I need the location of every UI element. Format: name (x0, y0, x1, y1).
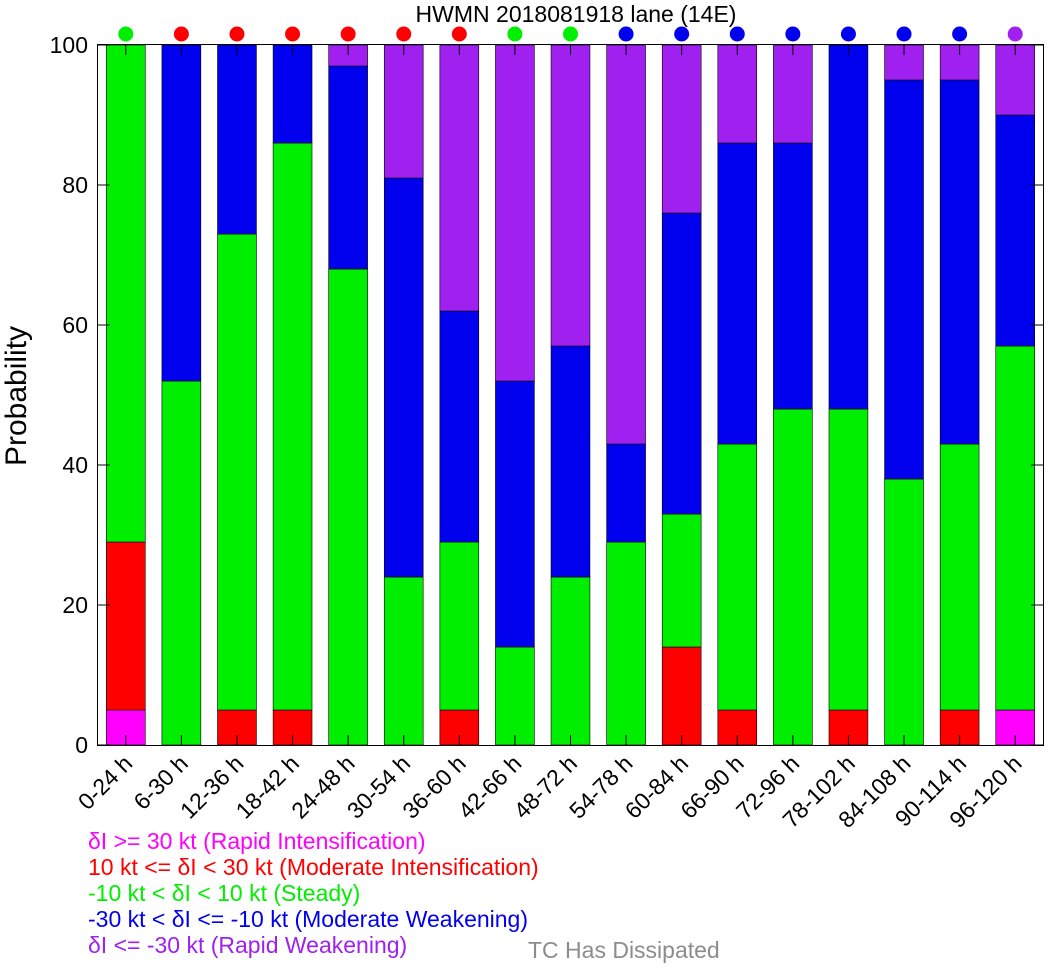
xtick-label-0: 0-24 h (73, 750, 138, 815)
bar-rw-11 (717, 44, 758, 144)
bar-rw-5 (383, 44, 424, 179)
bar-mw-2 (217, 44, 257, 235)
bar-steady-16 (995, 345, 1035, 711)
legend-moderate-intensification: 10 kt <= δI < 30 kt (Moderate Intensific… (88, 854, 539, 880)
marker-15 (952, 26, 968, 42)
marker-0 (118, 26, 134, 42)
bar-mw-13 (828, 44, 869, 410)
bar-steady-14 (884, 478, 924, 746)
bar-steady-3 (272, 142, 313, 711)
legend-rapid-weakening: δI <= -30 kt (Rapid Weakening) (88, 932, 408, 958)
bar-steady-5 (383, 576, 424, 746)
ytick-label-0: 0 (75, 732, 88, 758)
marker-4 (340, 26, 356, 42)
chart-title: HWMN 2018081918 lane (14E) (416, 1, 737, 27)
bar-mw-15 (939, 79, 980, 445)
marker-9 (618, 26, 634, 42)
ytick-label-2: 40 (62, 452, 88, 478)
ytick-label-1: 20 (62, 592, 88, 618)
legend-moderate-weakening: -30 kt < δI <= -10 kt (Moderate Weakenin… (88, 906, 529, 932)
bar-steady-12 (773, 408, 813, 746)
bar-mw-12 (773, 142, 813, 410)
x-axis: 0-24 h6-30 h12-36 h18-42 h24-48 h30-54 h… (73, 45, 1027, 833)
marker-1 (173, 26, 189, 42)
marker-3 (285, 26, 301, 42)
bar-steady-13 (828, 408, 869, 711)
bar-mw-8 (550, 345, 591, 578)
bar-steady-4 (328, 268, 368, 746)
ytick-label-5: 100 (50, 32, 88, 58)
dissipated-note: TC Has Dissipated (528, 937, 720, 963)
legend: δI >= 30 kt (Rapid Intensification) 10 k… (88, 828, 539, 958)
bar-mw-11 (717, 142, 758, 445)
bar-mi-10 (661, 646, 702, 746)
bar-mw-5 (383, 177, 424, 578)
bar-mw-7 (495, 380, 535, 648)
bar-rw-7 (495, 44, 535, 382)
bars (106, 44, 1035, 746)
y-axis: 0 20 40 60 80 100 (50, 32, 1043, 758)
bar-mw-16 (995, 114, 1035, 347)
marker-16 (1007, 26, 1023, 42)
bar-steady-7 (495, 646, 535, 746)
bar-mw-14 (884, 79, 924, 480)
plot-frame (97, 44, 1044, 746)
bar-mw-10 (661, 212, 702, 515)
ytick-label-4: 80 (62, 172, 88, 198)
legend-rapid-intensification: δI >= 30 kt (Rapid Intensification) (88, 828, 426, 854)
marker-5 (396, 26, 412, 42)
bar-steady-11 (717, 443, 758, 711)
marker-8 (563, 26, 578, 42)
bar-rw-12 (773, 44, 813, 144)
bar-steady-2 (217, 233, 257, 711)
marker-13 (840, 26, 856, 42)
marker-7 (507, 26, 523, 42)
marker-10 (674, 26, 690, 42)
bar-mw-9 (606, 443, 646, 543)
bar-mw-3 (272, 44, 313, 144)
bar-steady-15 (939, 443, 980, 711)
bar-mw-4 (328, 65, 368, 270)
y-axis-label: Probability (0, 326, 33, 466)
bar-mw-1 (161, 44, 202, 382)
bar-rw-8 (550, 44, 591, 347)
legend-steady: -10 kt < δI < 10 kt (Steady) (88, 880, 361, 906)
top-markers (118, 26, 1023, 42)
marker-6 (451, 26, 467, 42)
bar-steady-0 (106, 44, 146, 543)
ytick-label-3: 60 (62, 312, 88, 338)
bar-steady-10 (661, 513, 702, 648)
bar-rw-10 (661, 44, 702, 214)
bar-rw-9 (606, 44, 646, 445)
bar-rw-6 (439, 44, 480, 312)
bar-mw-6 (439, 310, 480, 543)
bar-steady-1 (161, 380, 202, 746)
bar-mi-0 (106, 541, 146, 711)
bar-steady-8 (550, 576, 591, 746)
marker-14 (896, 26, 912, 42)
bar-steady-9 (606, 541, 646, 746)
marker-11 (729, 26, 745, 42)
marker-2 (229, 26, 245, 42)
bar-steady-6 (439, 541, 480, 711)
marker-12 (785, 26, 801, 42)
bar-rw-16 (995, 44, 1035, 116)
